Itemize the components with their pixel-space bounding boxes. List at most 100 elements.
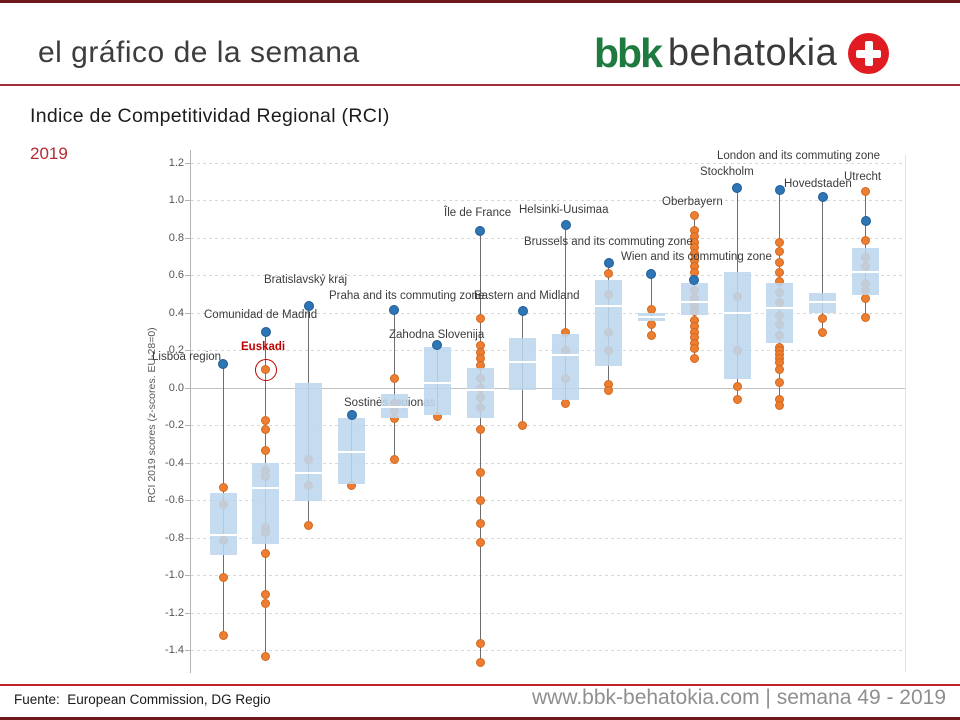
y-tick-mark <box>185 275 190 277</box>
median-line <box>295 471 323 474</box>
bottom-edge-rule <box>0 717 960 720</box>
region-dot <box>775 237 785 247</box>
y-tick-mark <box>185 575 190 577</box>
region-dot <box>818 327 828 337</box>
capital-dot <box>860 216 871 227</box>
iqr-box <box>209 493 237 556</box>
y-tick-mark <box>185 312 190 314</box>
median-line <box>595 304 623 307</box>
region-label: Wien and its commuting zone <box>621 251 772 263</box>
region-dot <box>475 425 485 435</box>
iqr-box <box>509 337 537 391</box>
gridline <box>191 312 905 314</box>
region-dot <box>646 331 656 341</box>
gridline <box>191 462 905 464</box>
region-label: Praha and its commuting zone <box>329 290 485 302</box>
region-dot <box>775 267 785 277</box>
iqr-box <box>295 382 323 501</box>
region-dot <box>389 374 399 384</box>
y-tick-mark <box>185 612 190 614</box>
region-dot <box>861 293 871 303</box>
median-line <box>423 381 451 384</box>
y-tick-mark <box>185 650 190 652</box>
region-dot <box>818 314 828 324</box>
region-label: Oberbayern <box>662 196 723 208</box>
region-dot <box>861 235 871 245</box>
y-tick-mark <box>185 462 190 464</box>
median-line <box>380 406 408 409</box>
region-dot <box>304 520 314 530</box>
region-dot <box>689 344 699 354</box>
logo-bbk-text: bbk <box>594 30 663 76</box>
logo-behatokia-text: behatokia <box>667 32 838 74</box>
gridline <box>191 162 905 164</box>
region-dot <box>475 518 485 528</box>
chart-year: 2019 <box>30 144 68 163</box>
y-tick-label: -0.4 <box>165 456 184 469</box>
y-tick-label: 0.8 <box>168 231 184 244</box>
y-tick-mark <box>185 162 190 164</box>
region-dot <box>775 365 785 375</box>
region-dot <box>261 651 271 661</box>
y-tick-label: -1.0 <box>165 569 184 582</box>
y-tick-mark <box>185 500 190 502</box>
region-dot <box>261 599 271 609</box>
whisker-line <box>565 225 567 404</box>
median-line <box>680 301 708 304</box>
region-dot <box>775 258 785 268</box>
region-label: Stockholm <box>700 166 754 178</box>
plus-cross-icon <box>848 33 890 74</box>
capital-dot <box>517 306 528 317</box>
median-line <box>252 486 280 489</box>
region-label: Zahodna Slovenija <box>389 329 485 341</box>
region-dot <box>561 398 571 408</box>
capital-dot <box>475 225 486 236</box>
y-tick-mark <box>185 237 190 239</box>
region-dot <box>261 415 271 425</box>
iqr-box <box>723 272 751 379</box>
region-dot <box>689 353 699 363</box>
y-tick-label: -1.2 <box>165 606 184 619</box>
capital-dot <box>303 300 314 311</box>
y-tick-mark <box>185 350 190 352</box>
region-dot <box>475 657 485 667</box>
y-tick-label: -1.4 <box>165 644 184 657</box>
region-dot <box>475 496 485 506</box>
region-dot <box>518 421 528 431</box>
iqr-box <box>766 283 794 344</box>
capital-dot <box>817 192 828 203</box>
region-label: Helsinki-Uusimaa <box>519 204 609 216</box>
capital-dot <box>346 409 357 420</box>
region-label: Brussels and its commuting zone <box>524 236 693 248</box>
region-dot <box>218 483 228 493</box>
region-dot <box>475 314 485 324</box>
region-dot <box>261 445 271 455</box>
whisker-line <box>479 230 481 663</box>
region-dot <box>775 246 785 256</box>
y-tick-label: -0.8 <box>165 531 184 544</box>
whisker-line <box>393 309 395 460</box>
median-line <box>509 361 537 364</box>
region-dot <box>604 385 614 395</box>
capital-dot <box>432 340 443 351</box>
capital-dot <box>689 274 700 285</box>
iqr-box <box>423 347 451 415</box>
region-dot <box>732 381 742 391</box>
gridline <box>191 275 905 277</box>
capital-dot <box>389 304 400 315</box>
median-line <box>552 353 580 356</box>
y-tick-label: 0.2 <box>168 344 184 357</box>
region-dot <box>475 537 485 547</box>
region-label: Utrecht <box>844 171 882 183</box>
region-dot <box>261 425 271 435</box>
region-dot <box>604 269 614 279</box>
region-label: Île de France <box>444 207 512 219</box>
whisker-line <box>650 273 652 336</box>
region-label: Lisboa region <box>152 351 222 363</box>
y-axis-line <box>190 150 191 673</box>
median-line <box>766 306 794 309</box>
y-tick-label: 0.6 <box>168 269 184 282</box>
gridline <box>191 200 905 202</box>
median-line <box>466 389 494 392</box>
